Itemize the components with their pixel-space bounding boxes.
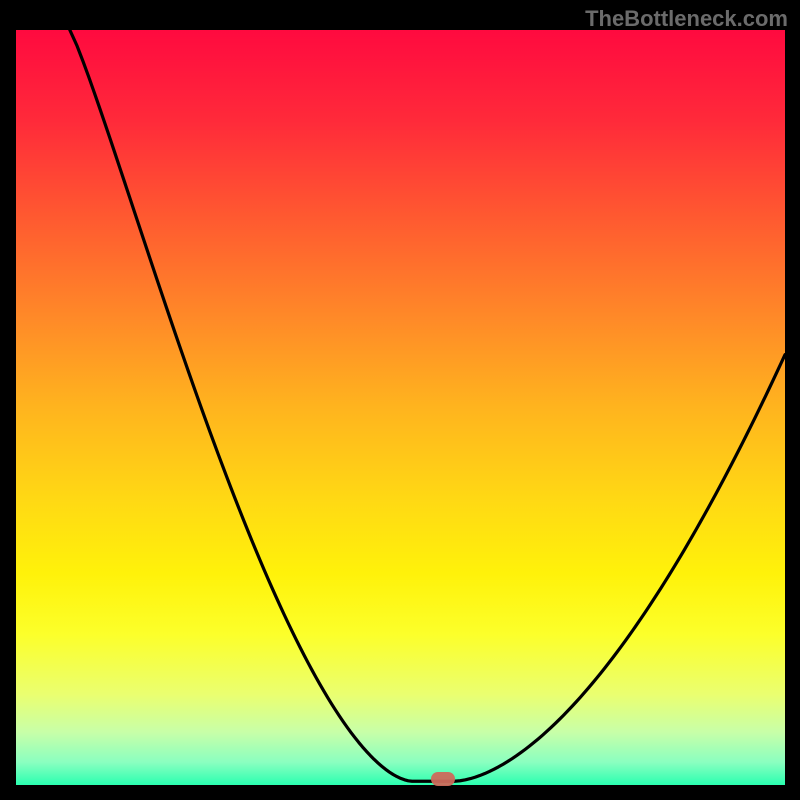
chart-container: TheBottleneck.com (0, 0, 800, 800)
plot-area (16, 30, 785, 785)
optimum-marker (431, 772, 455, 786)
watermark-text: TheBottleneck.com (585, 6, 788, 32)
bottleneck-curve (16, 30, 785, 785)
